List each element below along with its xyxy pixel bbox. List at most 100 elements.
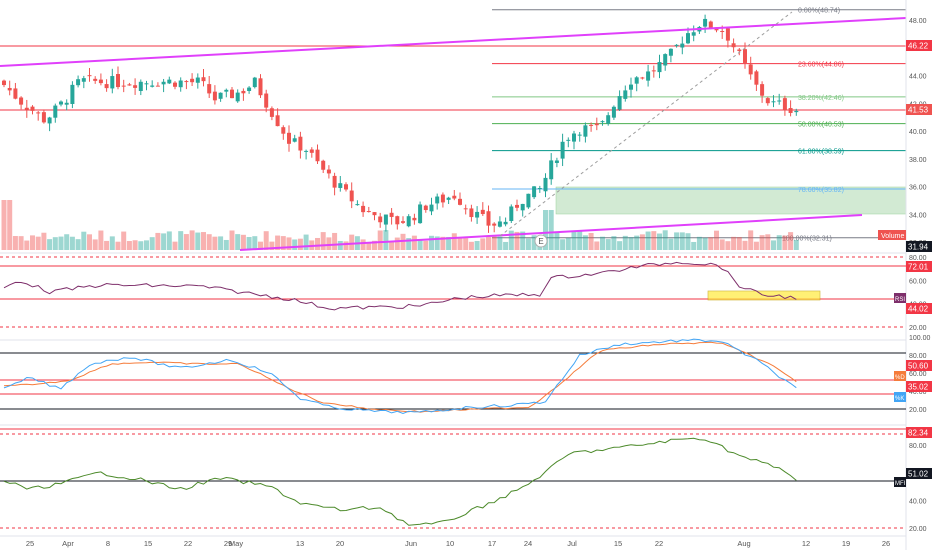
- candle-body: [515, 204, 519, 208]
- time-axis-label: 29: [224, 539, 232, 548]
- volume-bar: [417, 240, 423, 250]
- stoch-d-tag: %D: [894, 371, 906, 381]
- candle-body: [543, 177, 548, 192]
- candle-body: [344, 184, 348, 190]
- candle-body: [606, 115, 611, 124]
- candle-body: [497, 221, 502, 227]
- volume-bar: [400, 233, 406, 250]
- candle-body: [731, 43, 736, 48]
- volume-bar: [617, 241, 623, 250]
- volume-bar: [18, 236, 24, 250]
- volume-bar: [571, 230, 577, 250]
- candle-body: [412, 217, 417, 221]
- volume-bar: [75, 239, 81, 250]
- candle-body: [53, 105, 58, 118]
- candle-body: [150, 85, 155, 87]
- candle-body: [207, 84, 212, 94]
- candle-body: [651, 70, 656, 72]
- candle-body: [691, 32, 696, 36]
- candle-body: [549, 160, 554, 180]
- candle-body: [24, 107, 29, 110]
- candle-body: [64, 102, 69, 105]
- candle-body: [663, 54, 668, 66]
- mfi-pane[interactable]: [0, 428, 906, 529]
- candle-body: [155, 85, 160, 87]
- price-axis-tick: 36.00: [909, 185, 927, 192]
- candle-body: [640, 77, 645, 79]
- volume-bar: [753, 241, 759, 250]
- volume-bar: [531, 235, 537, 250]
- volume-bar: [229, 230, 235, 250]
- candle-body: [59, 101, 63, 105]
- price-pane[interactable]: 0.00%(48.74) 23.60%(44.86) 38.20%(42.46) 50…: [0, 8, 907, 251]
- svg-text:72.01: 72.01: [908, 263, 929, 272]
- mfi-value-tag: 51.02: [906, 468, 932, 479]
- candle-body: [646, 71, 651, 81]
- candle-body: [269, 108, 274, 117]
- upper-trendline: [0, 17, 907, 67]
- volume-bar: [748, 230, 754, 250]
- axis-tick: 20.00: [909, 325, 927, 332]
- volume-bar: [47, 239, 53, 250]
- volume-bar: [223, 239, 229, 250]
- candle-body: [748, 64, 753, 75]
- stoch-d-line: [3, 341, 797, 413]
- volume-bar: [280, 236, 286, 250]
- volume-bar: [696, 236, 702, 250]
- volume-bars: [1, 200, 799, 250]
- time-axis-label: 17: [488, 539, 496, 548]
- time-axis-label: 12: [802, 539, 810, 548]
- candle-body: [121, 85, 126, 87]
- volume-bar: [161, 233, 167, 250]
- candle-body: [532, 186, 537, 198]
- candle-body: [104, 84, 109, 89]
- stochastic-pane[interactable]: [0, 338, 906, 415]
- earnings-icon[interactable]: [534, 234, 548, 248]
- price-horizontal-lines: [0, 45, 906, 111]
- volume-bar: [463, 238, 469, 250]
- volume-bar: [451, 233, 457, 250]
- volume-bar: [246, 236, 252, 250]
- volume-bar: [383, 230, 389, 250]
- candle-body: [686, 33, 690, 44]
- candle-body: [366, 211, 371, 213]
- candle-body: [657, 62, 662, 73]
- volume-bar: [121, 231, 127, 250]
- volume-bar: [201, 232, 206, 250]
- candle-body: [725, 28, 730, 41]
- time-axis-label: Jul: [567, 539, 577, 548]
- candle-body: [754, 71, 759, 85]
- axis-tick: 100.00: [909, 335, 931, 342]
- volume-bar: [491, 235, 497, 250]
- candle-body: [446, 197, 451, 200]
- volume-bar: [41, 232, 47, 250]
- candle-body: [617, 96, 622, 110]
- volume-bar: [12, 236, 18, 250]
- volume-bar: [771, 240, 776, 250]
- svg-text:Volume: Volume: [881, 233, 904, 240]
- stoch-axis: 100.00 80.00 60.00 40.00 20.00: [909, 335, 931, 414]
- volume-bar: [297, 238, 303, 250]
- rsi-line: [3, 261, 797, 311]
- rsi-pane[interactable]: [0, 256, 906, 328]
- volume-bar: [577, 230, 583, 250]
- candle-body: [173, 82, 177, 87]
- volume-bar: [172, 241, 178, 250]
- volume-bar: [178, 231, 184, 250]
- volume-tag: Volume: [878, 230, 906, 240]
- candle-body: [560, 141, 565, 159]
- volume-bar: [286, 237, 292, 250]
- candle-body: [235, 92, 240, 102]
- svg-text:31.94: 31.94: [908, 243, 929, 252]
- volume-bar: [58, 236, 64, 250]
- volume-bar: [115, 241, 121, 250]
- time-axis-label: 20: [336, 539, 344, 548]
- volume-bar: [582, 235, 588, 250]
- volume-bar: [126, 241, 132, 250]
- fib-label: 50.00%(40.53): [798, 122, 844, 129]
- candle-body: [429, 204, 434, 212]
- volume-bar: [218, 236, 224, 250]
- candle-body: [116, 74, 120, 88]
